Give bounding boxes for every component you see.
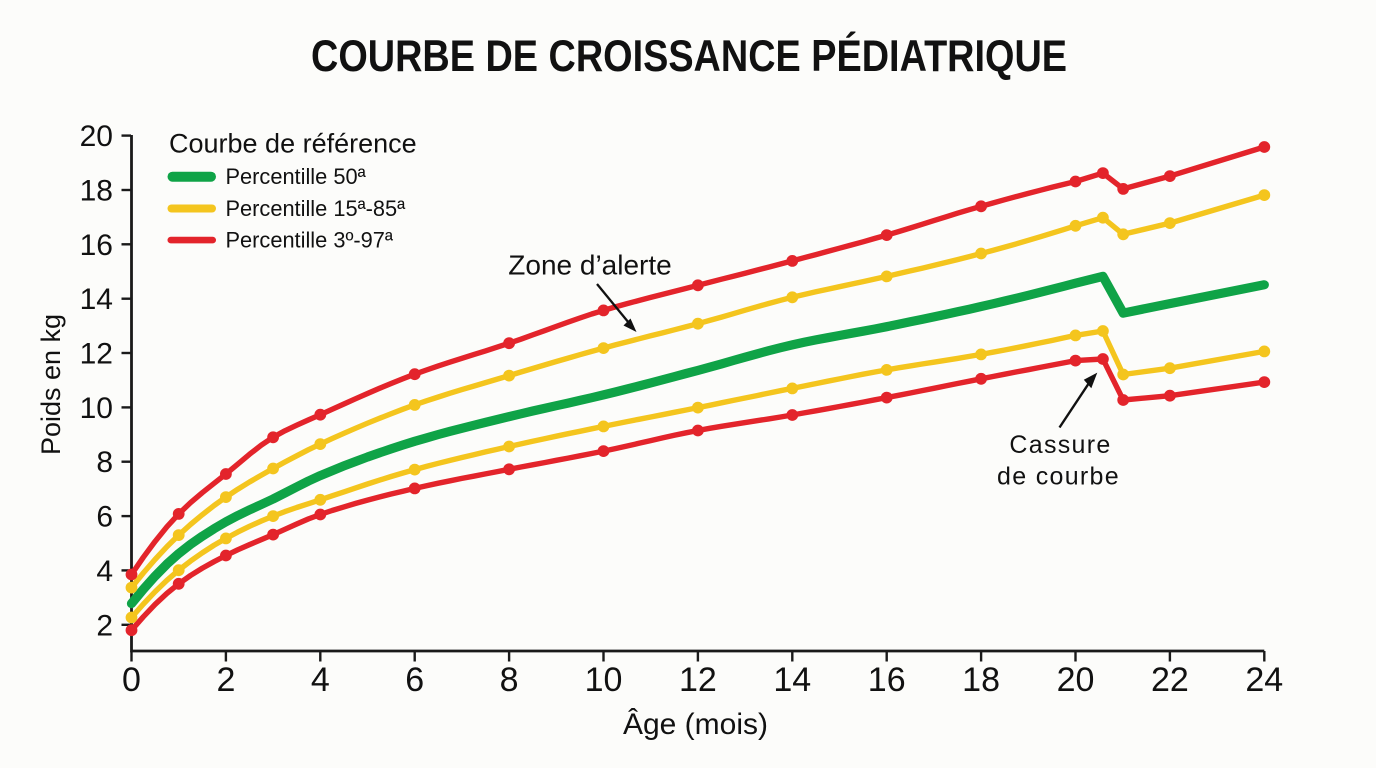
svg-text:2: 2 [216, 661, 235, 699]
svg-text:20: 20 [1057, 661, 1095, 699]
svg-text:14: 14 [80, 283, 113, 316]
svg-text:0: 0 [122, 661, 141, 699]
svg-text:6: 6 [405, 661, 424, 699]
svg-text:Poids en kg: Poids en kg [36, 314, 66, 455]
svg-text:18: 18 [80, 175, 113, 208]
svg-text:24: 24 [1245, 661, 1283, 699]
svg-text:Courbe de référence: Courbe de référence [169, 129, 417, 159]
svg-text:20: 20 [80, 120, 113, 153]
svg-text:Percentille 50ª: Percentille 50ª [226, 164, 367, 189]
svg-text:10: 10 [585, 661, 623, 699]
svg-text:Zone d’alerte: Zone d’alerte [508, 250, 671, 281]
svg-text:4: 4 [96, 555, 113, 588]
svg-text:de courbe: de courbe [997, 463, 1120, 491]
svg-text:12: 12 [80, 338, 113, 371]
svg-text:18: 18 [962, 661, 1000, 699]
svg-text:Cassure: Cassure [1009, 431, 1111, 459]
svg-text:8: 8 [500, 661, 519, 699]
svg-text:10: 10 [80, 392, 113, 425]
svg-text:Âge (mois): Âge (mois) [623, 708, 768, 741]
svg-text:2: 2 [96, 609, 113, 642]
svg-text:8: 8 [96, 446, 113, 479]
svg-text:Percentille 3º-97ª: Percentille 3º-97ª [226, 228, 394, 253]
svg-text:16: 16 [80, 229, 113, 262]
svg-text:16: 16 [868, 661, 906, 699]
svg-text:14: 14 [773, 661, 811, 699]
svg-text:22: 22 [1151, 661, 1189, 699]
svg-text:Percentille 15ª-85ª: Percentille 15ª-85ª [226, 196, 407, 221]
svg-text:4: 4 [311, 661, 330, 699]
svg-text:12: 12 [679, 661, 717, 699]
svg-text:6: 6 [96, 501, 113, 534]
svg-text:COURBE DE CROISSANCE PÉDIATRIQ: COURBE DE CROISSANCE PÉDIATRIQUE [311, 31, 1067, 81]
